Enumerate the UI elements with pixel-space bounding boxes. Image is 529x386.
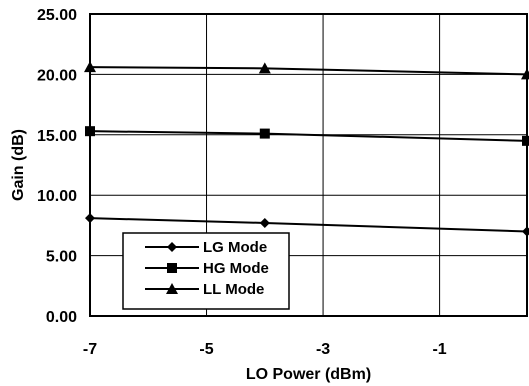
data-point-ll-mode (258, 62, 271, 74)
data-point-ll-mode (521, 68, 529, 80)
x-axis-title: LO Power (dBm) (246, 366, 371, 383)
series-line-ll-mode (89, 66, 528, 76)
series-lg-mode (85, 213, 529, 237)
legend-marker-ll-mode (166, 283, 178, 294)
legend-box (122, 232, 290, 310)
y-tick-label: 5.00 (46, 249, 77, 266)
y-tick-label: 10.00 (37, 188, 77, 205)
legend-label-ll-mode: LL Mode (203, 281, 264, 298)
legend-label-hg-mode: HG Mode (203, 260, 269, 277)
data-point-lg-mode (85, 213, 95, 224)
x-tick-label: -5 (199, 341, 213, 358)
series-layer (84, 61, 529, 237)
series-ll-mode (84, 61, 529, 80)
y-tick-label: 25.00 (37, 7, 77, 24)
data-point-lg-mode (259, 217, 270, 228)
x-tick-label: -3 (316, 341, 330, 358)
y-axis-title: Gain (dB) (10, 129, 27, 201)
x-tick-labels: -7 -5 -3 -1 (83, 341, 447, 358)
series-line-hg-mode (89, 130, 528, 142)
y-tick-label: 15.00 (37, 128, 77, 145)
data-point-ll-mode (84, 61, 96, 73)
legend: LG Mode HG Mode LL Mode (122, 232, 290, 310)
y-tick-label: 0.00 (46, 309, 77, 326)
x-tick-label: -7 (83, 341, 97, 358)
data-point-hg-mode (85, 126, 95, 137)
series-hg-mode (85, 126, 529, 146)
data-point-hg-mode (259, 128, 270, 139)
data-point-hg-mode (522, 135, 529, 146)
legend-marker-lg-mode (167, 242, 177, 252)
y-tick-label: 20.00 (37, 67, 77, 84)
legend-marker-hg-mode (167, 263, 177, 273)
plot-area-border (89, 13, 528, 317)
series-line-lg-mode (89, 217, 528, 233)
legend-label-lg-mode: LG Mode (203, 239, 267, 256)
x-tick-label: -1 (432, 341, 446, 358)
data-point-lg-mode (522, 226, 529, 237)
y-tick-labels: 0.00 5.00 10.00 15.00 20.00 25.00 (37, 7, 77, 326)
